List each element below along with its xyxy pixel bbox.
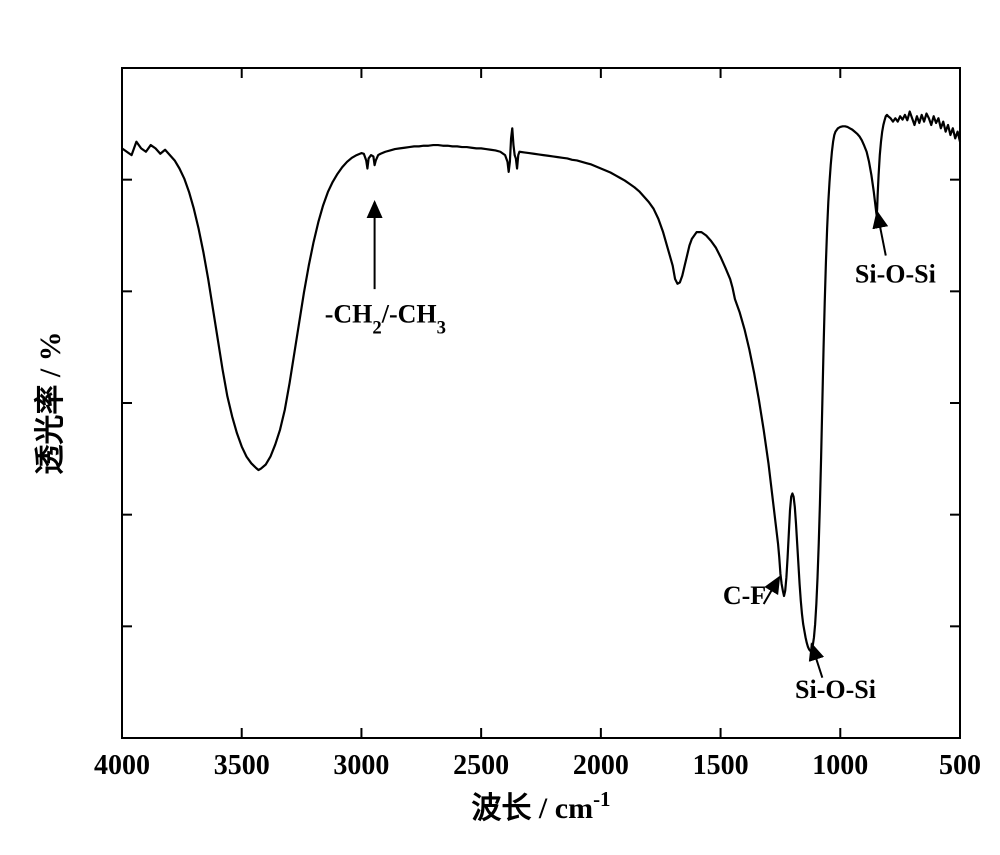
svg-text:波长 / cm-1: 波长 / cm-1 [471, 787, 610, 825]
svg-text:Si-O-Si: Si-O-Si [855, 259, 936, 288]
svg-text:C-F: C-F [723, 581, 766, 610]
svg-text:2000: 2000 [573, 750, 629, 781]
svg-text:透光率 / %: 透光率 / % [34, 331, 67, 474]
chart-svg: 4000 3500 3000 2500 2000 1500 1000 500 波长 / cm-1… [0, 0, 1000, 855]
ftir-chart: 4000 3500 3000 2500 2000 1500 1000 500 波长 / cm-1… [0, 0, 1000, 855]
svg-text:4000: 4000 [94, 750, 150, 781]
svg-text:1500: 1500 [693, 750, 749, 781]
svg-text:3500: 3500 [214, 750, 270, 781]
svg-text:3000: 3000 [333, 750, 389, 781]
svg-text:500: 500 [939, 750, 981, 781]
svg-text:1000: 1000 [812, 750, 868, 781]
svg-text:2500: 2500 [453, 750, 509, 781]
svg-text:Si-O-Si: Si-O-Si [795, 675, 876, 704]
